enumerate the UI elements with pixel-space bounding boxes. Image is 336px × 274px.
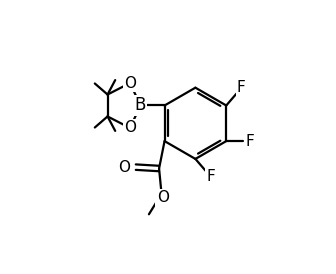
Text: O: O xyxy=(157,190,169,205)
Text: F: F xyxy=(206,169,215,184)
Text: B: B xyxy=(135,96,146,115)
Text: F: F xyxy=(245,134,254,149)
Text: O: O xyxy=(124,121,136,135)
Text: O: O xyxy=(124,76,136,90)
Text: F: F xyxy=(237,80,246,95)
Text: O: O xyxy=(118,160,130,175)
